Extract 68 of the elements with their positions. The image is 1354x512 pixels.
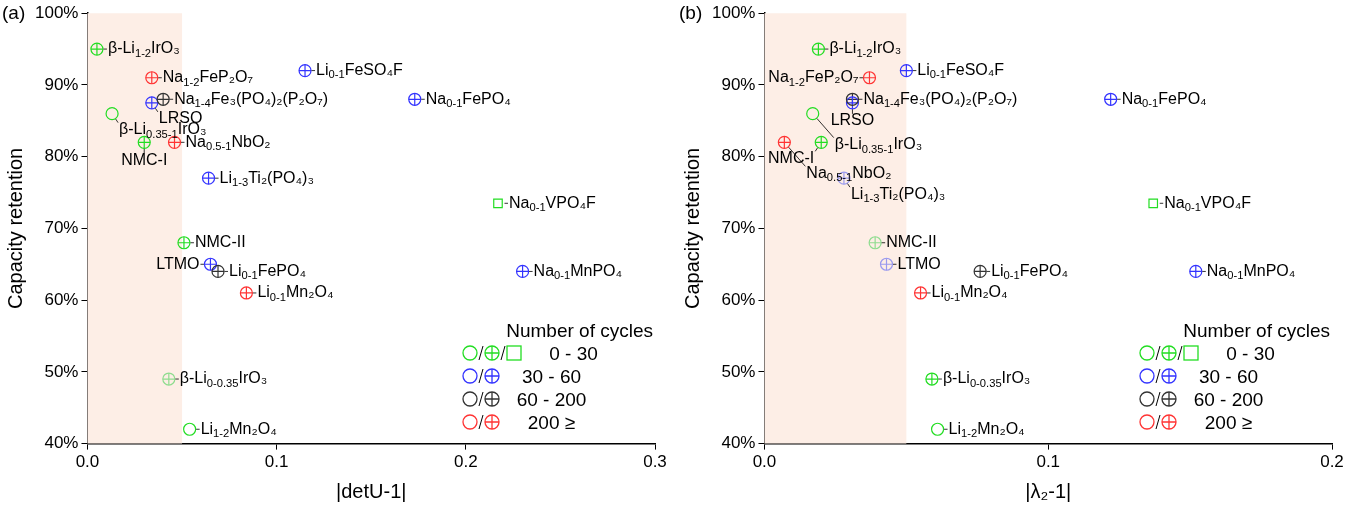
legend-label: 30 - 60	[520, 364, 583, 388]
point	[177, 236, 191, 250]
point	[862, 71, 877, 85]
point	[777, 135, 791, 149]
annotation: NMC-II	[886, 233, 937, 251]
y-tick-label: 50%	[44, 361, 79, 381]
y-tick-label: 90%	[44, 74, 79, 94]
y-tick-label: 40%	[44, 433, 79, 453]
y-tick-label: 80%	[721, 146, 756, 166]
legend-title: Number of cycles	[505, 318, 653, 342]
legend-label: 30 - 60	[1197, 364, 1260, 388]
x-tick-label: 0.2	[454, 452, 478, 472]
annotation: NMC-II	[194, 233, 246, 251]
annotation: NMC-I	[121, 150, 168, 168]
x-axis-title: |detU-1|	[336, 479, 407, 502]
legend-label: 60 - 200	[515, 387, 588, 411]
y-tick-label: 40%	[721, 433, 756, 453]
point	[493, 198, 503, 209]
y-tick-label: 60%	[44, 289, 79, 309]
y-tick-label: 100%	[35, 2, 79, 22]
y-axis-title: Capacity retention	[680, 147, 703, 309]
point	[879, 257, 894, 271]
point	[913, 286, 928, 300]
point	[156, 92, 170, 106]
y-tick-label: 100%	[712, 2, 756, 22]
annotation: LTMO	[897, 254, 941, 272]
x-tick-label: 0.1	[264, 452, 289, 472]
point	[1148, 198, 1159, 209]
chart-title: (b)	[679, 2, 703, 24]
point	[845, 96, 860, 110]
annotation: LRSO	[830, 111, 875, 129]
legend-label: 200 ≥	[526, 410, 577, 434]
point	[930, 422, 945, 436]
x-axis-title: |λ₂-1|	[1025, 479, 1072, 502]
y-tick-label: 50%	[721, 361, 756, 381]
x-tick-label: 0.1	[1036, 452, 1061, 472]
point	[408, 92, 422, 106]
point	[298, 63, 312, 78]
y-axis-title: Capacity retention	[3, 147, 26, 309]
annotation: LTMO	[156, 254, 200, 272]
y-tick-label: 60%	[721, 289, 756, 309]
x-tick-label: 0.2	[1320, 452, 1344, 472]
legend-label: 60 - 200	[1192, 387, 1265, 411]
point	[145, 71, 159, 85]
legend-title: Number of cycles	[1182, 318, 1330, 342]
x-tick-label: 0.0	[75, 452, 100, 472]
point	[211, 264, 225, 279]
legend-label: 0 - 30	[548, 341, 599, 365]
point	[201, 171, 216, 185]
x-tick-label: 0.0	[752, 452, 777, 472]
chart-title: (a)	[2, 2, 26, 24]
y-tick-label: 70%	[44, 218, 79, 238]
point	[806, 107, 820, 121]
annotation: NMC-I	[768, 148, 815, 166]
point	[868, 236, 882, 250]
point	[183, 422, 197, 436]
legend-label: 200 ≥	[1203, 410, 1254, 434]
x-tick-label: 0.3	[643, 452, 667, 472]
point	[814, 135, 828, 149]
point	[203, 257, 218, 271]
point	[899, 63, 913, 78]
y-tick-label: 70%	[721, 218, 756, 238]
legend-label: 0 - 30	[1225, 341, 1276, 365]
point	[239, 286, 253, 300]
point	[145, 96, 159, 110]
y-tick-label: 90%	[721, 74, 756, 94]
y-tick-label: 80%	[44, 146, 79, 166]
point	[105, 107, 119, 121]
